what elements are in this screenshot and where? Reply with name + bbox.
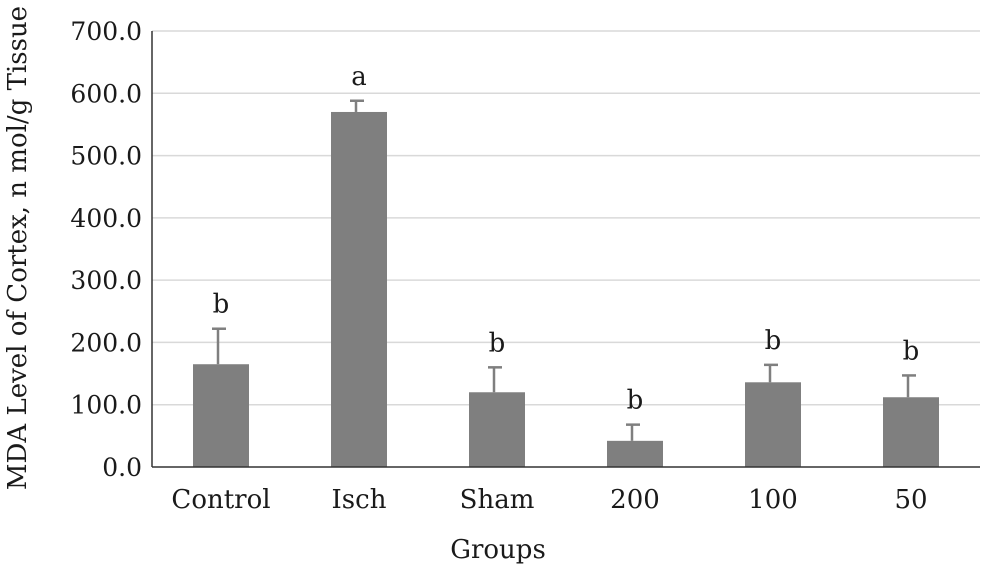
x-category-label: Isch [332, 485, 387, 515]
x-category-label: 50 [894, 485, 927, 515]
significance-label: a [351, 62, 367, 92]
error-bars [212, 99, 916, 441]
gridlines [152, 30, 980, 406]
x-category-label: 200 [610, 485, 660, 515]
significance-label: b [213, 290, 230, 320]
x-axis-title: Groups [450, 535, 546, 565]
significance-label: b [627, 386, 644, 416]
x-category-label: 100 [748, 485, 798, 515]
y-tick-label: 500.0 [70, 142, 142, 171]
y-tick-label: 300.0 [70, 266, 142, 295]
bar [469, 392, 525, 467]
bar [607, 440, 663, 467]
y-tick-label: 100.0 [70, 391, 142, 420]
x-category-label: Control [171, 485, 270, 515]
x-category-label: Sham [460, 485, 535, 515]
y-tick-label: 0.0 [102, 453, 142, 482]
y-tick-label: 200.0 [70, 328, 142, 357]
x-axis-categories: Control Isch Sham 200 100 50 [171, 485, 927, 515]
bar [745, 382, 801, 467]
significance-label: b [765, 326, 782, 356]
y-axis-ticks: 0.0 100.0 200.0 300.0 400.0 500.0 600.0 700.0 [70, 17, 142, 482]
bar [331, 111, 387, 467]
significance-labels: b a b b b b [213, 62, 920, 416]
y-axis-title: MDA Level of Cortex, n mol/g Tissue [3, 6, 33, 490]
y-tick-label: 600.0 [70, 79, 142, 108]
y-tick-label: 400.0 [70, 204, 142, 233]
bars [193, 111, 939, 467]
bar [193, 364, 249, 467]
bar [883, 397, 939, 467]
significance-label: b [903, 336, 920, 366]
significance-label: b [489, 328, 506, 358]
y-tick-label: 700.0 [70, 17, 142, 46]
